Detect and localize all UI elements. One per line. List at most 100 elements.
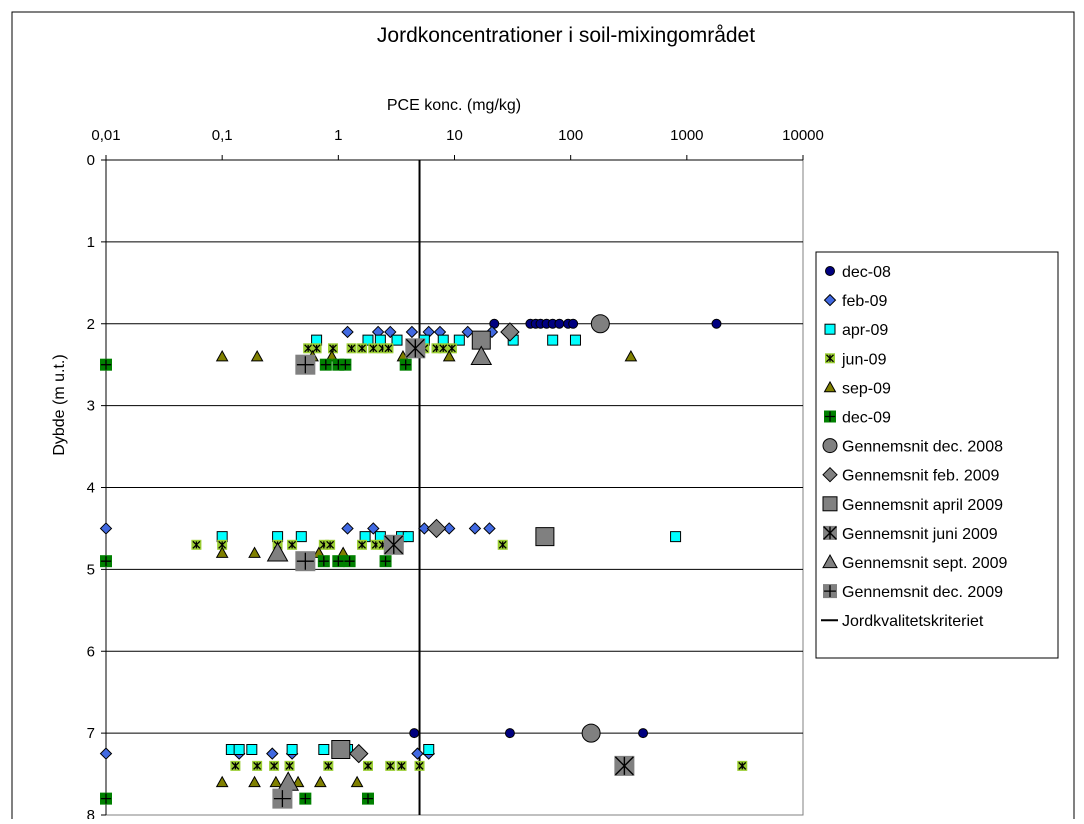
data-point — [100, 555, 112, 568]
y-tick-label: 8 — [87, 807, 95, 819]
chart-title: Jordkoncentrationer i soil-mixingområdet — [377, 24, 755, 47]
marker-stroke — [358, 344, 367, 353]
data-point — [568, 318, 579, 329]
marker-stroke — [415, 761, 424, 770]
marker-stroke — [344, 556, 355, 567]
y-tick-label: 7 — [87, 725, 95, 742]
data-point — [670, 531, 682, 543]
marker-shape — [500, 322, 520, 342]
data-point — [331, 740, 351, 759]
data-point — [357, 539, 368, 550]
data-point — [252, 760, 263, 771]
data-point — [409, 728, 420, 739]
data-point — [547, 334, 559, 346]
data-point — [269, 775, 283, 788]
legend-marker — [825, 266, 835, 276]
data-point — [100, 358, 112, 371]
data-point — [215, 775, 229, 788]
legend-marker — [822, 496, 838, 512]
marker-shape — [823, 293, 837, 307]
marker-stroke — [304, 344, 313, 353]
legend-label: sep-09 — [842, 380, 891, 397]
legend-label: Gennemsnit dec. 2008 — [842, 439, 1003, 456]
marker-shape — [405, 325, 419, 339]
data-point — [411, 747, 424, 760]
marker-shape — [331, 740, 351, 759]
marker-shape — [99, 747, 113, 760]
marker-stroke — [447, 344, 456, 353]
marker-shape — [341, 325, 354, 339]
data-point — [383, 343, 394, 354]
data-point — [396, 760, 407, 771]
data-point — [295, 551, 316, 572]
marker-shape — [470, 345, 493, 365]
marker-shape — [295, 531, 307, 543]
data-point — [402, 531, 414, 543]
marker-stroke — [100, 556, 112, 567]
data-point — [248, 546, 261, 558]
data-point — [311, 343, 322, 354]
marker-stroke — [192, 540, 201, 549]
marker-stroke — [253, 761, 262, 770]
marker-shape — [624, 349, 638, 362]
x-tick-label: 0,01 — [91, 127, 120, 144]
marker-stroke — [498, 540, 507, 549]
data-point — [362, 760, 373, 771]
x-tick-label: 100 — [558, 127, 583, 144]
marker-stroke — [823, 526, 837, 540]
data-point — [323, 760, 334, 771]
marker-shape — [822, 466, 838, 483]
data-point — [266, 747, 279, 760]
x-tick-label: 10 — [446, 127, 463, 144]
data-point — [233, 744, 245, 755]
series-10 — [266, 345, 493, 791]
data-point — [442, 349, 456, 362]
marker-shape — [248, 775, 261, 788]
data-point — [217, 539, 228, 550]
marker-shape — [547, 334, 559, 346]
data-point — [535, 527, 555, 547]
data-point — [423, 744, 435, 755]
data-point — [453, 334, 465, 346]
marker-stroke — [100, 793, 112, 804]
legend-marker — [825, 353, 835, 364]
marker-shape — [246, 744, 258, 755]
legend-label: Gennemsnit sept. 2009 — [842, 555, 1008, 572]
marker-stroke — [347, 344, 356, 353]
data-point — [483, 522, 496, 535]
marker-shape — [411, 747, 424, 760]
data-point — [303, 343, 314, 354]
data-point — [295, 531, 307, 543]
data-point — [325, 349, 339, 362]
marker-stroke — [273, 790, 291, 808]
marker-shape — [535, 527, 555, 547]
marker-stroke — [285, 761, 294, 770]
marker-shape — [581, 723, 601, 743]
marker-shape — [318, 744, 330, 755]
legend-label: Gennemsnit dec. 2009 — [842, 584, 1003, 601]
data-point — [737, 760, 748, 771]
series-7 — [349, 322, 520, 764]
legend-marker — [824, 323, 836, 335]
data-point — [299, 792, 312, 805]
marker-stroke — [288, 540, 297, 549]
series-5 — [100, 358, 412, 805]
y-tick-label: 5 — [87, 561, 95, 578]
marker-shape — [468, 522, 482, 535]
data-point — [405, 338, 426, 359]
marker-shape — [341, 522, 354, 535]
data-point — [319, 358, 332, 371]
marker-shape — [554, 318, 565, 329]
marker-stroke — [400, 359, 411, 370]
data-point — [266, 541, 289, 562]
series-11 — [272, 354, 316, 809]
marker-stroke — [397, 761, 406, 770]
y-tick-label: 0 — [87, 152, 95, 169]
data-point — [446, 343, 457, 354]
marker-stroke — [320, 359, 331, 370]
data-point — [638, 728, 649, 739]
data-point — [414, 760, 425, 771]
data-point — [379, 555, 392, 568]
